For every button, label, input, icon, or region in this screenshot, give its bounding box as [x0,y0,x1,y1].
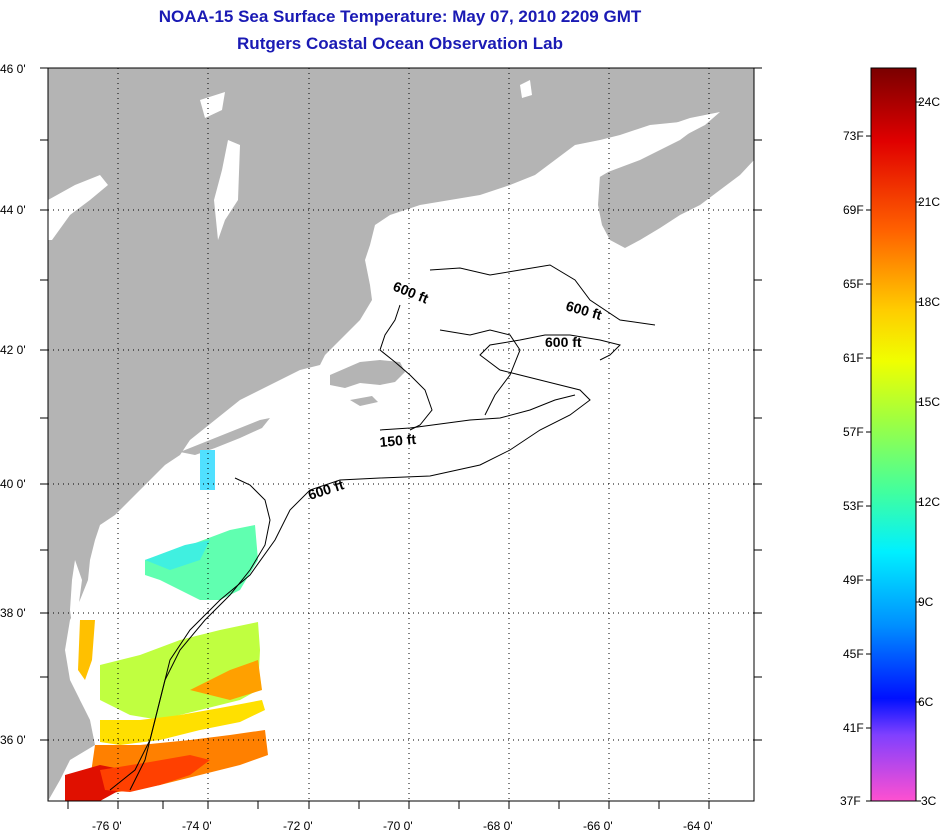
lon-tick-70: -70 0' [383,819,413,833]
bathymetry-contours [109,264,656,791]
cb-f-49: 49F [843,573,864,587]
cb-f-69: 69F [843,203,864,217]
cb-f-65: 65F [843,277,864,291]
delaware-bay [108,520,125,555]
lon-tick-64: -64 0' [683,819,713,833]
sst-swath [65,450,268,801]
colorbar [870,67,917,802]
lake-4 [520,80,532,98]
lake-2 [214,140,240,240]
lat-tick-38: 38 0' [0,606,26,620]
cb-c-21: 21C [918,195,941,209]
cb-c-12: 12C [918,495,941,509]
map-title: NOAA-15 Sea Surface Temperature: May 07,… [158,7,642,26]
contour-label-600-c: 600 ft [545,334,582,350]
lat-tick-36: 36 0' [0,733,26,747]
lon-tick-72: -72 0' [283,819,313,833]
cb-f-61: 61F [843,351,864,365]
cb-f-37: 37F [840,794,861,808]
lake-1 [200,92,225,118]
cb-c-18: 18C [918,295,941,309]
cb-f-41: 41F [843,721,864,735]
frame-ticks [40,67,762,809]
contour-label-150: 150 ft [379,431,417,450]
land-martha-vineyard [350,396,378,406]
lat-tick-40: 40 0' [0,477,26,491]
land-long-island [180,418,270,455]
lon-tick-68: -68 0' [483,819,513,833]
lon-tick-76: -76 0' [92,819,122,833]
lake-3 [48,175,108,240]
cb-c-24: 24C [918,95,941,109]
lat-tick-46: 46 0' [0,62,26,76]
lon-tick-66: -66 0' [583,819,613,833]
land-cape-cod [330,360,405,388]
cb-f-53: 53F [843,499,864,513]
chesapeake-bay [70,560,100,722]
lat-tick-42: 42 0' [0,343,26,357]
land-us-mainland [48,68,754,801]
cb-f-45: 45F [843,647,864,661]
cb-f-57: 57F [843,425,864,439]
map-subtitle: Rutgers Coastal Ocean Observation Lab [237,34,563,53]
lon-tick-74: -74 0' [182,819,212,833]
colorbar-ticks [866,101,921,802]
bay-of-fundy [560,112,720,190]
cb-c-3: 3C [921,794,937,808]
graticule [48,68,754,801]
cb-f-73: 73F [843,129,864,143]
cb-c-6: 6C [918,695,934,709]
map-frame [47,67,755,802]
land-nova-scotia [598,92,754,248]
lat-tick-44: 44 0' [0,203,26,217]
cb-c-9: 9C [918,595,934,609]
cb-c-15: 15C [918,395,941,409]
